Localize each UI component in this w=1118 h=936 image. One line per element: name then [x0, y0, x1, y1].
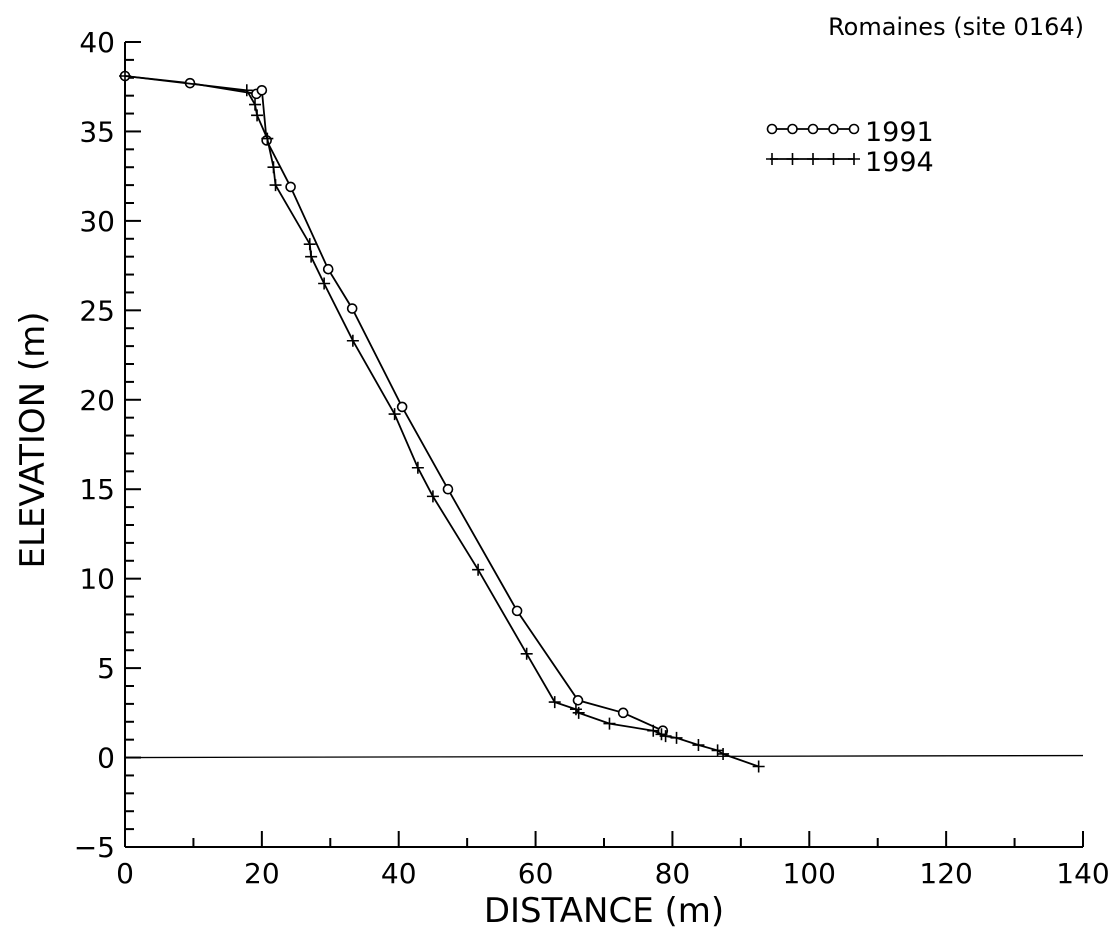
data-point-1994: [305, 250, 318, 263]
y-tick-label: 0: [97, 742, 115, 775]
legend-sample-1994: [766, 153, 860, 165]
data-point-1991: [617, 707, 629, 719]
x-tick-label: 140: [1056, 857, 1109, 890]
data-point-1994: [269, 179, 282, 192]
legend-sample-marker: [848, 123, 860, 135]
data-point-1994: [426, 490, 439, 503]
y-tick-label: 40: [79, 26, 115, 59]
data-point-1991: [572, 695, 584, 706]
data-point-1994: [472, 563, 485, 576]
x-tick-label: 120: [919, 857, 972, 890]
legend-sample-marker: [807, 153, 819, 165]
data-point-1994: [267, 161, 280, 174]
y-tick-label: 20: [79, 384, 115, 417]
x-tick-label: 0: [116, 857, 134, 890]
data-point-1991: [322, 263, 334, 275]
data-point-1994: [388, 408, 401, 421]
data-point-1991: [346, 303, 358, 314]
data-point-1991: [511, 605, 523, 617]
data-point-1994: [548, 696, 561, 709]
legend-sample-marker: [828, 123, 839, 135]
x-tick-label: 60: [518, 857, 554, 890]
data-point-1994: [670, 731, 683, 744]
x-tick-label: 20: [244, 857, 280, 890]
legend-sample-marker: [766, 123, 778, 135]
y-axis-label: ELEVATION (m): [13, 311, 53, 568]
y-tick-label: 15: [79, 473, 115, 506]
data-point-1991: [285, 181, 296, 193]
data-point-1994: [251, 109, 264, 122]
data-point-1991: [256, 85, 268, 96]
data-point-1994: [346, 334, 359, 347]
data-point-1994: [717, 747, 730, 760]
legend-sample-1991: [766, 123, 860, 135]
data-point-1994: [303, 238, 316, 251]
y-tick-label: 30: [79, 205, 115, 238]
legend-item-1991: 1991: [766, 117, 934, 148]
legend: 1991 1994: [766, 117, 934, 178]
legend-label-1994: 1994: [865, 147, 934, 178]
data-point-1994: [411, 461, 424, 474]
y-tick-label: −5: [74, 831, 115, 864]
data-point-1994: [261, 132, 274, 145]
legend-sample-marker: [786, 153, 799, 165]
y-tick-label: 5: [97, 652, 115, 685]
legend-item-1994: 1994: [766, 147, 934, 178]
y-tick-label: 10: [79, 563, 115, 596]
series-line-1991: [124, 75, 664, 732]
x-tick-label: 40: [381, 857, 417, 890]
series-line-1994: [124, 75, 759, 768]
data-point-1994: [520, 647, 533, 660]
legend-sample-marker: [766, 153, 778, 165]
data-point-1994: [659, 730, 672, 743]
zero-reference-line: [124, 754, 1084, 759]
x-tick-label: 80: [655, 857, 691, 890]
data-point-1994: [752, 760, 765, 773]
data-point-1994: [119, 69, 131, 82]
y-tick-label: 25: [79, 294, 115, 327]
data-point-1994: [249, 98, 262, 111]
legend-sample-marker: [787, 123, 798, 135]
y-tick-label: 35: [79, 115, 115, 148]
legend-label-1991: 1991: [865, 117, 934, 148]
data-point-1994: [603, 717, 616, 730]
data-point-1991: [396, 401, 408, 413]
x-tick-label: 100: [783, 857, 836, 890]
data-point-1991: [442, 483, 454, 495]
series-1991: [119, 70, 669, 737]
legend-sample-marker: [807, 123, 819, 135]
data-point-1994: [692, 739, 705, 752]
legend-sample-marker: [848, 153, 860, 165]
data-point-1994: [647, 724, 660, 737]
x-axis-label: DISTANCE (m): [484, 891, 724, 931]
data-point-1994: [572, 706, 585, 719]
data-point-1994: [318, 277, 331, 290]
data-point-1994: [240, 84, 253, 97]
chart-title: Romaines (site 0164): [828, 13, 1084, 41]
legend-sample-marker: [827, 153, 840, 165]
series-1994: [119, 69, 765, 773]
